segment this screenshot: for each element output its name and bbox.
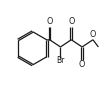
Text: O: O xyxy=(90,30,96,39)
Text: O: O xyxy=(68,17,74,26)
Text: O: O xyxy=(46,17,53,26)
Text: O: O xyxy=(79,60,85,69)
Text: Br: Br xyxy=(56,56,65,65)
